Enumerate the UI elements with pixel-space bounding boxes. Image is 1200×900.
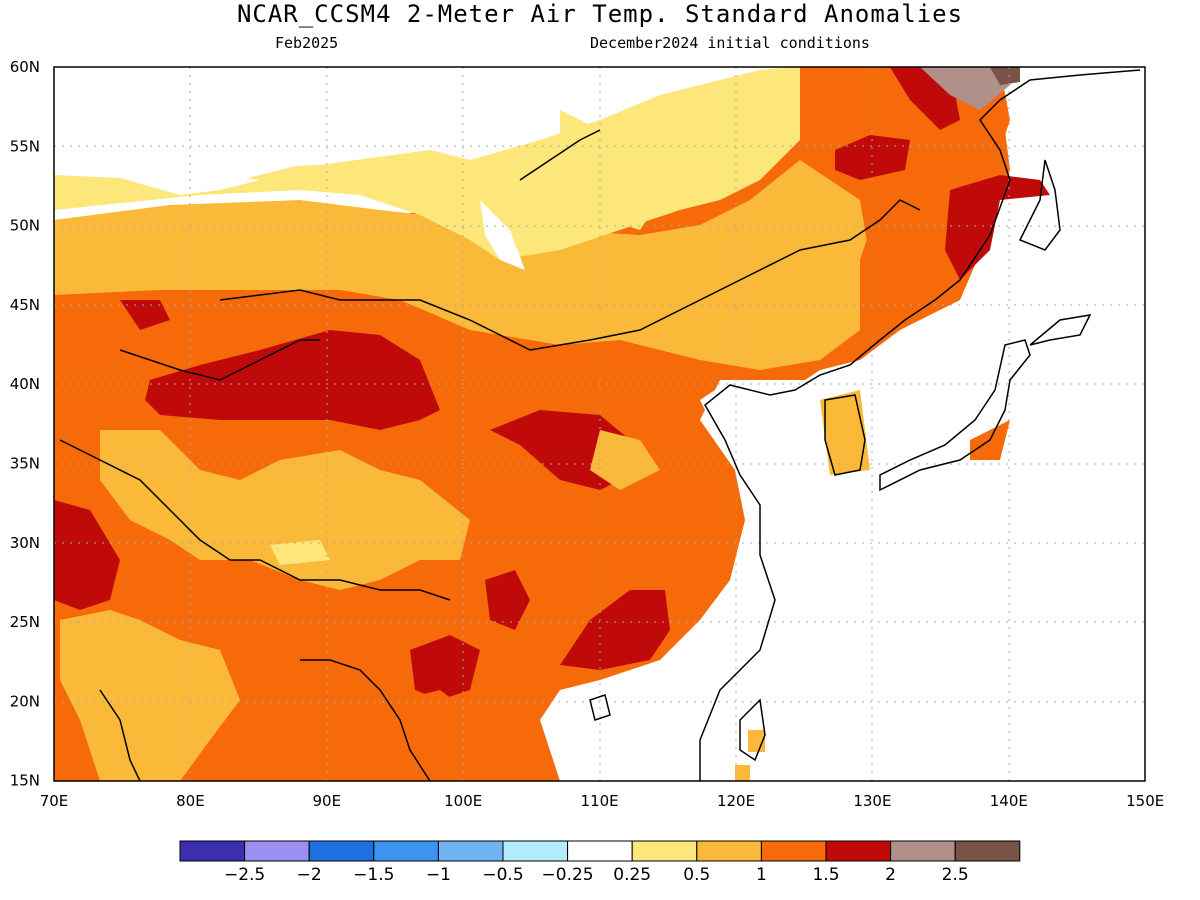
colorbar-swatch xyxy=(567,840,633,862)
colorbar-swatch xyxy=(308,840,375,862)
lon-label: 130E xyxy=(853,792,891,810)
colorbar-labels: −2.5 −2 −1.5 −1 −0.5 −0.25 0.25 0.5 1 1.5 2 2.5 xyxy=(224,865,969,885)
lat-label: 55N xyxy=(10,137,40,155)
latitude-labels: 60N 55N 50N 45N 40N 35N 30N 25N 20N 15N xyxy=(10,58,40,790)
lon-label: 100E xyxy=(444,792,482,810)
lat-label: 20N xyxy=(10,692,40,710)
colorbar-label: 1.5 xyxy=(812,865,839,885)
colorbar xyxy=(179,840,1021,862)
colorbar-label: 2.5 xyxy=(942,865,969,885)
lat-label: 30N xyxy=(10,534,40,552)
colorbar-label: −2.5 xyxy=(224,865,265,885)
lon-label: 120E xyxy=(717,792,755,810)
colorbar-swatch xyxy=(890,840,956,862)
colorbar-swatch xyxy=(631,840,698,862)
lat-label: 50N xyxy=(10,217,40,235)
lat-label: 45N xyxy=(10,296,40,314)
lon-label: 80E xyxy=(176,792,205,810)
colorbar-label: −2 xyxy=(297,865,322,885)
map-frame xyxy=(53,66,1146,782)
colorbar-swatch xyxy=(696,840,762,862)
lon-label: 110E xyxy=(581,792,619,810)
lon-label: 70E xyxy=(40,792,69,810)
colorbar-label: 2 xyxy=(885,865,896,885)
colorbar-swatch xyxy=(760,840,827,862)
colorbar-swatch xyxy=(437,840,504,862)
longitude-labels: 70E 80E 90E 100E 110E 120E 130E 140E 150E xyxy=(40,792,1165,810)
colorbar-swatch xyxy=(373,840,439,862)
colorbar-label: −1.5 xyxy=(353,865,394,885)
colorbar-label: −0.5 xyxy=(482,865,523,885)
colorbar-label: 0.25 xyxy=(613,865,651,885)
initial-conditions: December2024 initial conditions xyxy=(590,34,870,52)
map-title: NCAR_CCSM4 2-Meter Air Temp. Standard An… xyxy=(236,0,964,28)
colorbar-label: −0.25 xyxy=(542,865,594,885)
colorbar-label: 0.5 xyxy=(683,865,710,885)
lat-label: 60N xyxy=(10,58,40,76)
coastlines xyxy=(59,69,1141,781)
lat-label: 15N xyxy=(10,772,40,790)
lon-label: 90E xyxy=(313,792,342,810)
colorbar-swatch xyxy=(502,840,569,862)
colorbar-swatch xyxy=(244,840,310,862)
gridlines xyxy=(54,67,1145,781)
lat-label: 25N xyxy=(10,613,40,631)
colorbar-swatch xyxy=(825,840,892,862)
forecast-month: Feb2025 xyxy=(275,34,339,52)
lon-label: 150E xyxy=(1126,792,1164,810)
lon-label: 140E xyxy=(990,792,1028,810)
colorbar-label: 1 xyxy=(756,865,767,885)
colorbar-swatch xyxy=(954,840,1021,862)
anomaly-fill xyxy=(54,67,1145,781)
lat-label: 35N xyxy=(10,455,40,473)
colorbar-label: −1 xyxy=(426,865,451,885)
colorbar-swatch xyxy=(179,840,246,862)
lat-label: 40N xyxy=(10,375,40,393)
